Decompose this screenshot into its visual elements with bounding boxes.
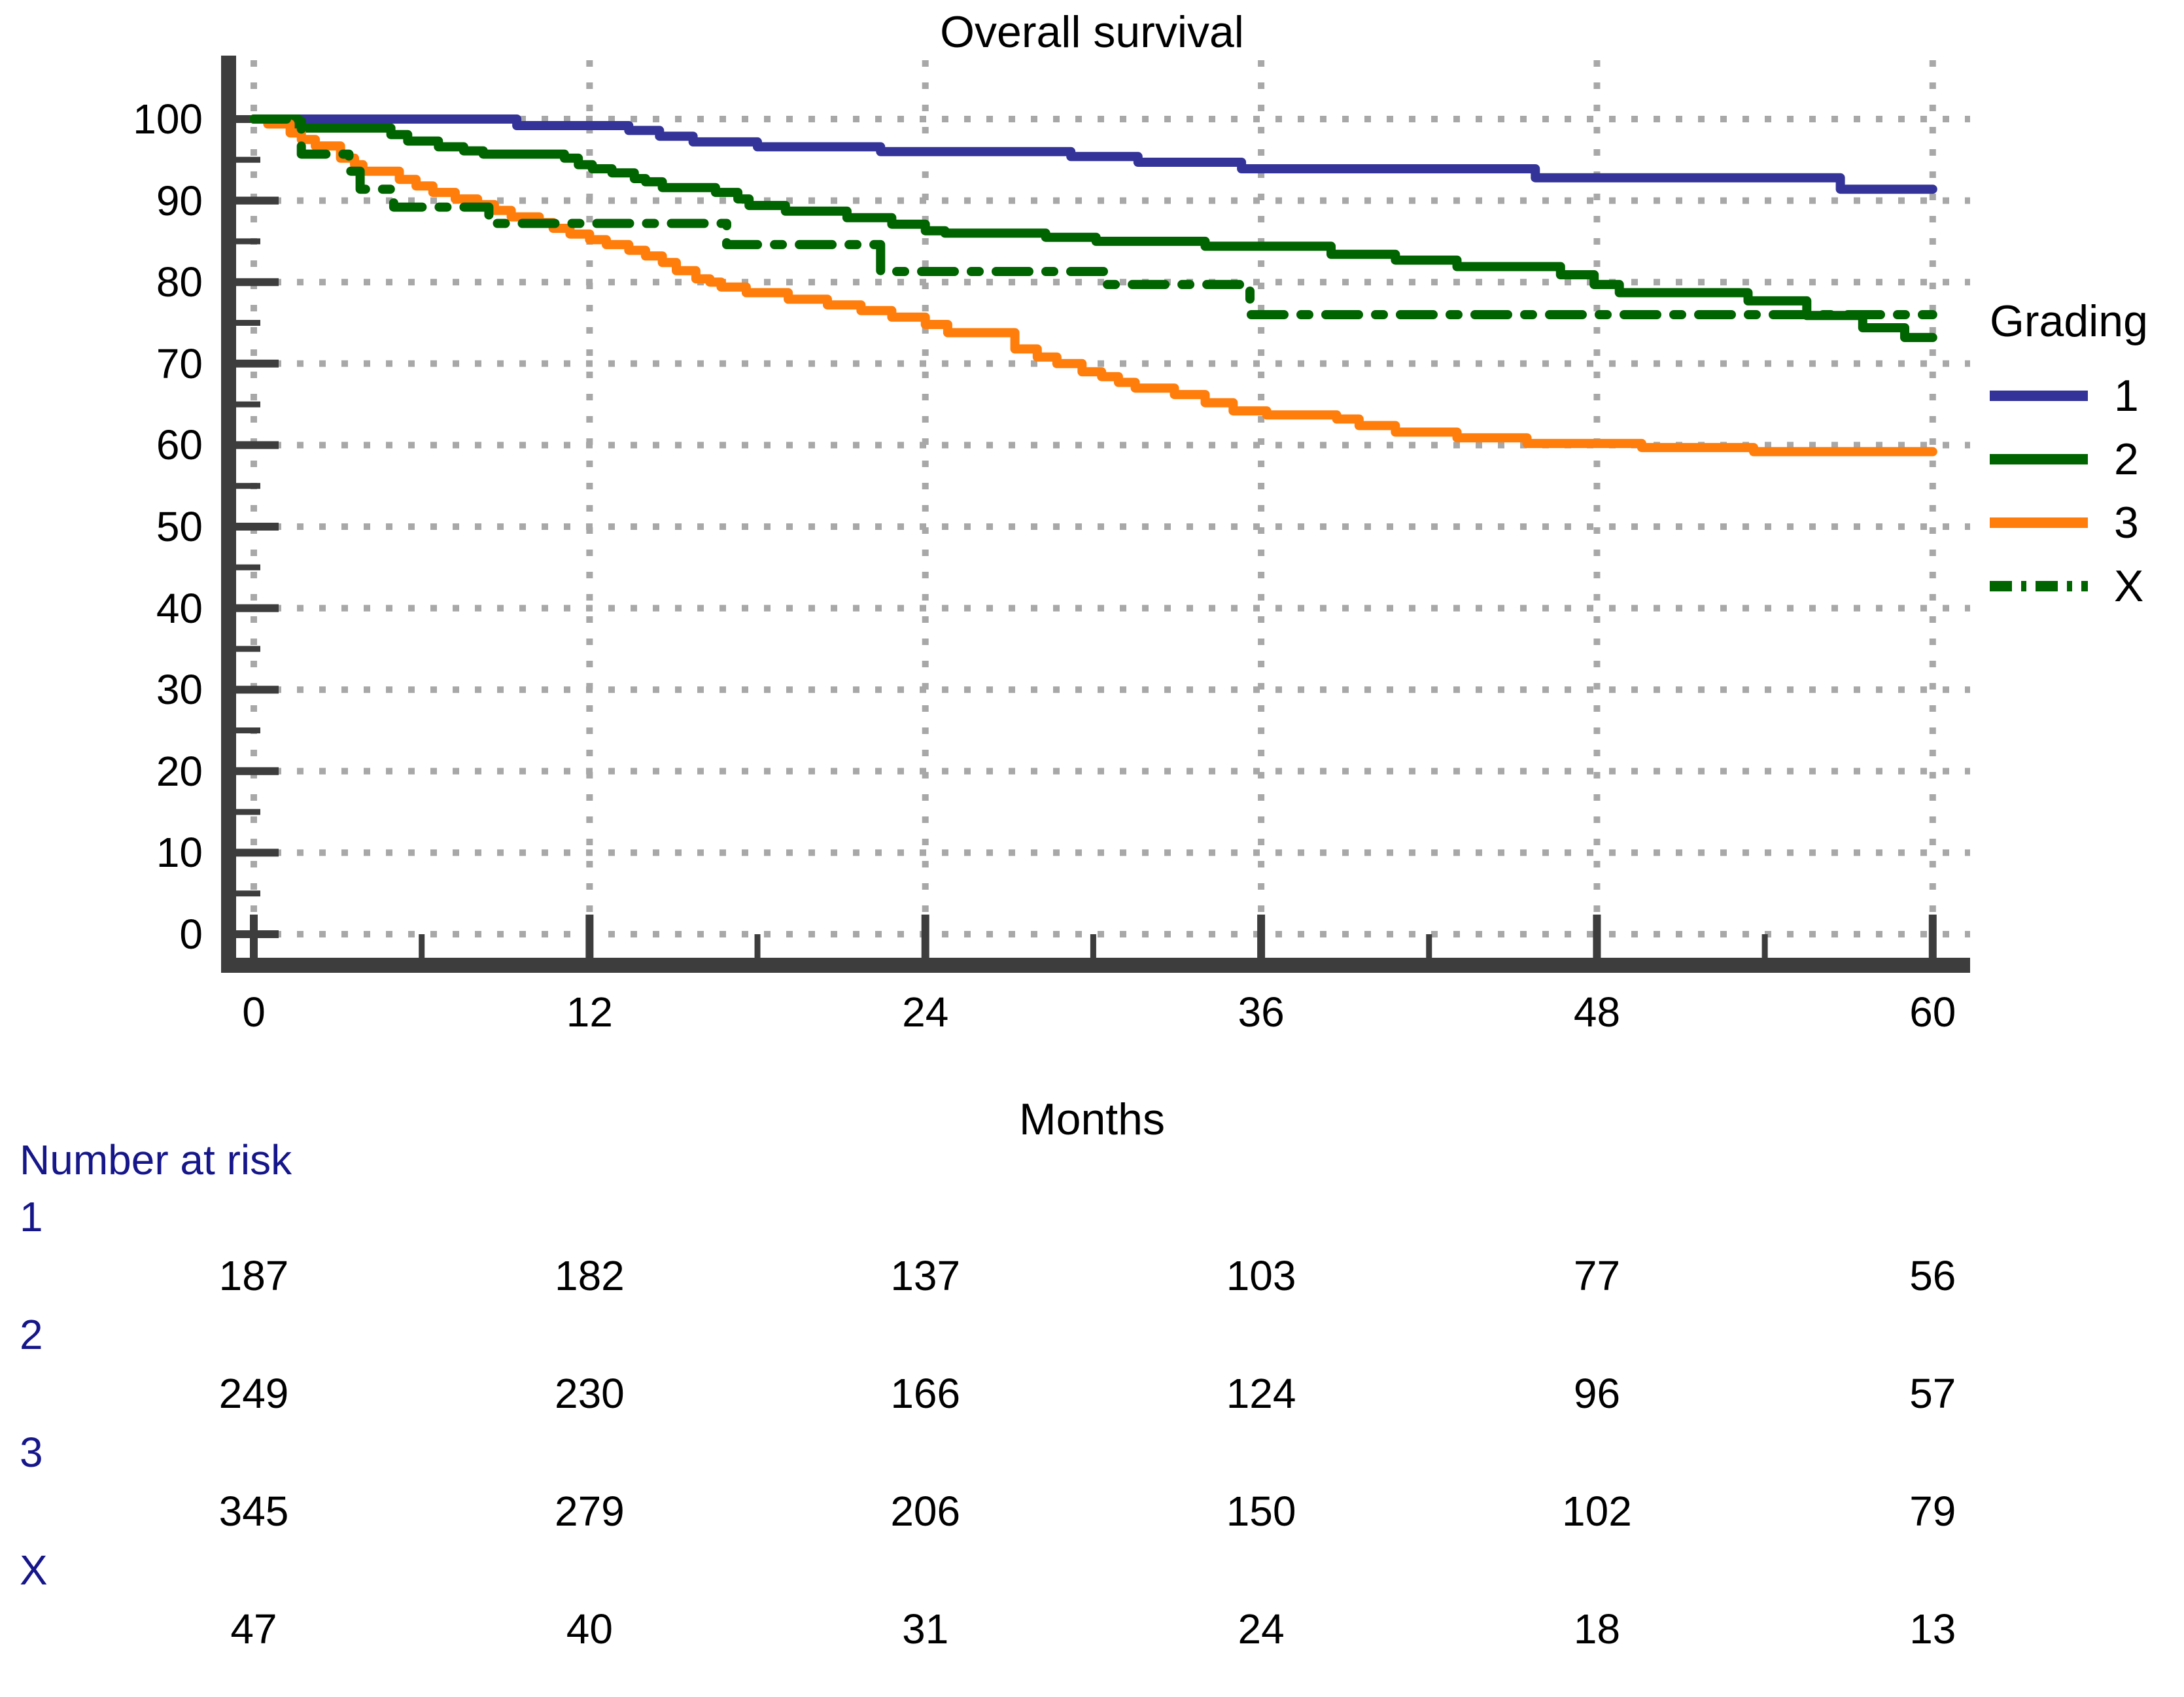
legend: Grading 1 2 3 X bbox=[1990, 296, 2148, 618]
risk-value: 47 bbox=[230, 1605, 277, 1653]
x-tick-label: 0 bbox=[242, 988, 266, 1036]
legend-item-label: 2 bbox=[2114, 434, 2139, 484]
risk-value: 13 bbox=[1909, 1605, 1956, 1653]
y-tick-label: 50 bbox=[156, 503, 203, 550]
risk-value: 279 bbox=[554, 1488, 625, 1535]
risk-row-label-3: 3 bbox=[20, 1429, 43, 1476]
risk-value: 124 bbox=[1226, 1370, 1296, 1417]
y-tick-label: 10 bbox=[156, 829, 203, 877]
y-tick-label: 90 bbox=[156, 177, 203, 224]
x-axis-spine bbox=[221, 958, 1970, 973]
risk-value: 18 bbox=[1573, 1605, 1621, 1653]
legend-item-1: 1 bbox=[1990, 364, 2148, 427]
risk-value: 166 bbox=[890, 1370, 961, 1417]
y-tick-label: 60 bbox=[156, 421, 203, 469]
risk-value: 57 bbox=[1909, 1370, 1956, 1417]
x-tick-label: 60 bbox=[1909, 988, 1956, 1036]
risk-value: 103 bbox=[1226, 1252, 1296, 1299]
legend-line-sample bbox=[1990, 390, 2088, 401]
survival-curve-X bbox=[249, 114, 1937, 319]
risk-value: 56 bbox=[1909, 1252, 1956, 1299]
risk-row-label-2: 2 bbox=[20, 1311, 43, 1358]
y-tick-label: 70 bbox=[156, 340, 203, 387]
chart-title: Overall survival bbox=[940, 7, 1244, 57]
risk-value: 102 bbox=[1562, 1488, 1632, 1535]
risk-value: 249 bbox=[218, 1370, 289, 1417]
risk-value: 31 bbox=[902, 1605, 949, 1653]
legend-item-X: X bbox=[1990, 554, 2148, 618]
risk-value: 79 bbox=[1909, 1488, 1956, 1535]
risk-value: 77 bbox=[1573, 1252, 1621, 1299]
legend-item-label: 3 bbox=[2114, 497, 2139, 548]
y-axis-spine bbox=[221, 56, 236, 973]
risk-value: 96 bbox=[1573, 1370, 1621, 1417]
legend-item-3: 3 bbox=[1990, 491, 2148, 554]
survival-curve-3 bbox=[249, 114, 1937, 457]
y-tick-label: 100 bbox=[133, 96, 203, 143]
y-tick-label: 20 bbox=[156, 747, 203, 795]
y-tick-label: 0 bbox=[179, 911, 203, 958]
x-tick-label: 36 bbox=[1238, 988, 1285, 1036]
risk-value: 40 bbox=[566, 1605, 613, 1653]
legend-item-2: 2 bbox=[1990, 427, 2148, 491]
risk-value: 182 bbox=[554, 1252, 625, 1299]
x-tick-label: 12 bbox=[566, 988, 613, 1036]
x-axis-label: Months bbox=[1019, 1094, 1165, 1144]
legend-line-sample bbox=[1990, 453, 2088, 464]
risk-value: 187 bbox=[218, 1252, 289, 1299]
risk-row-label-1: 1 bbox=[20, 1193, 43, 1240]
risk-value: 345 bbox=[218, 1488, 289, 1535]
x-tick-label: 48 bbox=[1573, 988, 1621, 1036]
risk-row-label-X: X bbox=[20, 1547, 48, 1594]
survival-curve-1 bbox=[249, 114, 1937, 194]
x-tick-label: 24 bbox=[902, 988, 949, 1036]
legend-item-label: X bbox=[2114, 561, 2144, 611]
risk-value: 206 bbox=[890, 1488, 961, 1535]
y-tick-label: 80 bbox=[156, 258, 203, 306]
risk-value: 150 bbox=[1226, 1488, 1296, 1535]
y-tick-label: 40 bbox=[156, 584, 203, 632]
risk-value: 137 bbox=[890, 1252, 961, 1299]
legend-items: 1 2 3 X bbox=[1990, 364, 2148, 618]
risk-value: 230 bbox=[554, 1370, 625, 1417]
y-tick-label: 30 bbox=[156, 666, 203, 714]
legend-item-label: 1 bbox=[2114, 370, 2139, 421]
legend-title: Grading bbox=[1990, 296, 2148, 346]
legend-line-sample bbox=[1990, 580, 2088, 591]
risk-value: 24 bbox=[1238, 1605, 1285, 1653]
survival-curve-2 bbox=[249, 114, 1937, 342]
risk-table-header: Number at risk bbox=[20, 1136, 292, 1183]
legend-line-sample bbox=[1990, 517, 2088, 528]
